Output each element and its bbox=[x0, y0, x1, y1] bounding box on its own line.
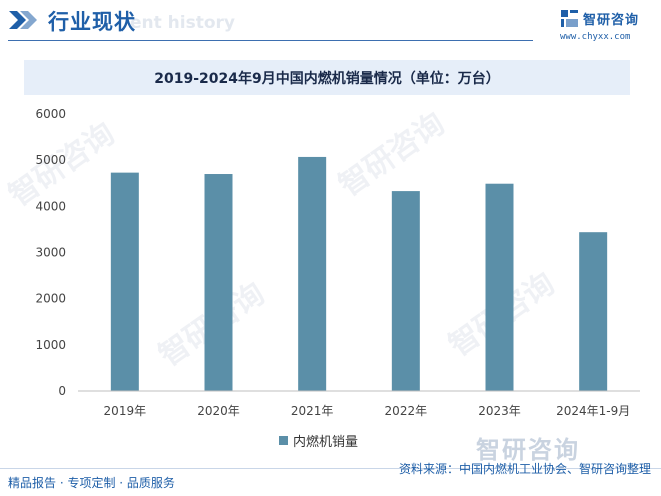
zhiyan-logo-icon bbox=[561, 10, 578, 27]
brand-url: www.chyxx.com bbox=[560, 32, 631, 42]
footer-divider bbox=[0, 468, 661, 469]
x-tick-label: 2022年 bbox=[385, 404, 428, 418]
y-tick-label: 6000 bbox=[35, 107, 66, 121]
data-source: 资料来源：中国内燃机工业协会、智研咨询整理 bbox=[398, 462, 651, 476]
bar-chart: 0 1000 2000 3000 4000 5000 6000 2019年 2020年 2021… bbox=[35, 107, 640, 418]
y-tick-label: 0 bbox=[58, 384, 66, 398]
legend-swatch bbox=[279, 436, 288, 445]
brand-name: 智研咨询 bbox=[583, 13, 640, 28]
page-title: 行业现状 bbox=[48, 10, 136, 34]
bar-series bbox=[110, 156, 608, 391]
legend-label: 内燃机销量 bbox=[293, 435, 359, 450]
footer-tagline: 精品报告 · 专项定制 · 品质服务 bbox=[8, 476, 175, 490]
y-tick-label: 2000 bbox=[35, 292, 66, 306]
double-chevron-right-icon bbox=[9, 11, 37, 29]
x-tick-label: 2023年 bbox=[478, 404, 521, 418]
y-tick-label: 5000 bbox=[35, 153, 66, 167]
chart-title-band: 2019-2024年9月中国内燃机销量情况（单位：万台） bbox=[24, 60, 630, 95]
chart-title: 2019-2024年9月中国内燃机销量情况（单位：万台） bbox=[154, 71, 500, 87]
bar bbox=[204, 174, 233, 391]
page-header: ent history 行业现状 智研咨询 www.chyxx.com bbox=[0, 0, 661, 46]
brand-watermark-bottom: 智研咨询 bbox=[476, 436, 580, 464]
bar bbox=[110, 172, 139, 391]
header-ghost-text: ent history bbox=[130, 13, 235, 33]
bar bbox=[391, 191, 420, 391]
y-tick-label: 1000 bbox=[35, 338, 66, 352]
x-tick-label: 2019年 bbox=[104, 404, 147, 418]
x-axis: 2019年 2020年 2021年 2022年 2023年 2024年1-9月 bbox=[104, 404, 631, 418]
header-divider bbox=[8, 40, 533, 41]
y-tick-label: 4000 bbox=[35, 199, 66, 213]
x-tick-label: 2024年1-9月 bbox=[556, 404, 630, 418]
bar bbox=[298, 156, 327, 391]
y-tick-label: 3000 bbox=[35, 246, 66, 260]
bar bbox=[485, 183, 514, 391]
x-tick-label: 2021年 bbox=[291, 404, 334, 418]
x-tick-label: 2020年 bbox=[197, 404, 240, 418]
y-axis: 0 1000 2000 3000 4000 5000 6000 bbox=[35, 107, 66, 398]
bar bbox=[579, 232, 608, 391]
